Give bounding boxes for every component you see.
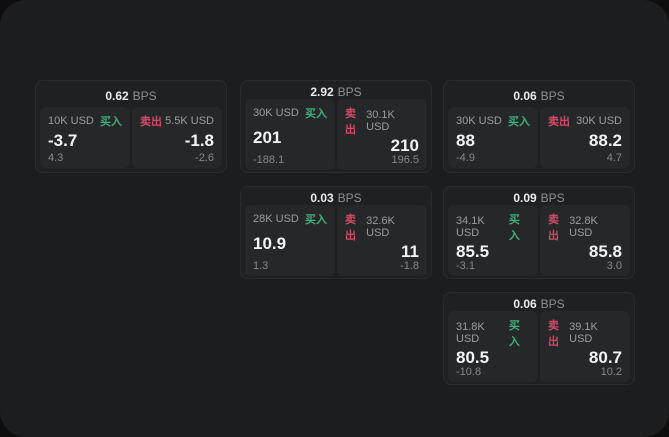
- sell-price: 80.7: [588, 348, 622, 367]
- buy-delta: 1.3: [253, 260, 269, 272]
- sell-delta: -1.8: [400, 260, 419, 272]
- sell-size: 30K USD: [576, 115, 622, 127]
- buy-size: 30K USD: [456, 115, 502, 127]
- card-header: 2.92 BPS: [245, 85, 427, 99]
- buy-size: 30K USD: [253, 107, 299, 119]
- buy-panel[interactable]: 10K USD 买入 -3.7 4.3: [40, 107, 130, 168]
- sell-price: 11: [401, 242, 419, 261]
- buy-side-label: 买入: [305, 214, 327, 226]
- bps-value: 0.06: [513, 297, 537, 311]
- quote-card-2: 2.92 BPS 30K USD 买入 201 -188.1 卖出 30.1K …: [240, 80, 432, 173]
- sell-panel[interactable]: 卖出 32.6K USD 11 -1.8: [337, 205, 427, 276]
- quote-panels: 30K USD 买入 201 -188.1 卖出 30.1K USD 210 1…: [245, 99, 427, 170]
- quote-card-6: 0.06 BPS 31.8K USD 买入 80.5 -10.8 卖出 39.1…: [443, 292, 635, 385]
- buy-panel[interactable]: 31.8K USD 买入 80.5 -10.8: [448, 311, 538, 382]
- sell-side-label: 卖出: [548, 320, 559, 348]
- bps-value: 0.06: [513, 89, 537, 103]
- sell-price: 85.8: [588, 242, 622, 261]
- sell-price: 210: [390, 136, 419, 155]
- quote-panels: 34.1K USD 买入 85.5 -3.1 卖出 32.8K USD 85.8…: [448, 205, 630, 276]
- bps-value: 0.03: [310, 191, 334, 205]
- bps-label: BPS: [540, 191, 565, 205]
- buy-price: 85.5: [456, 242, 490, 261]
- buy-side-label: 买入: [508, 214, 520, 242]
- quote-panels: 30K USD 买入 88 -4.9 卖出 30K USD 88.2 4.7: [448, 107, 630, 168]
- sell-delta: 10.2: [600, 366, 622, 378]
- sell-delta: 4.7: [606, 152, 622, 164]
- buy-price: 10.9: [253, 234, 287, 253]
- buy-delta: -10.8: [456, 366, 482, 378]
- quote-panels: 28K USD 买入 10.9 1.3 卖出 32.6K USD 11 -1.8: [245, 205, 427, 276]
- card-header: 0.62 BPS: [40, 85, 222, 107]
- buy-price: 80.5: [456, 348, 490, 367]
- quote-panels: 31.8K USD 买入 80.5 -10.8 卖出 39.1K USD 80.…: [448, 311, 630, 382]
- bps-label: BPS: [540, 297, 565, 311]
- bps-value: 0.62: [105, 89, 129, 103]
- sell-side-label: 卖出: [548, 116, 570, 128]
- buy-delta: -4.9: [456, 152, 475, 164]
- bps-label: BPS: [132, 89, 157, 103]
- sell-price: 88.2: [588, 131, 622, 150]
- sell-size: 32.6K USD: [366, 215, 395, 239]
- buy-panel[interactable]: 30K USD 买入 201 -188.1: [245, 99, 335, 170]
- sell-size: 30.1K USD: [366, 109, 395, 133]
- sell-side-label: 卖出: [345, 214, 356, 242]
- buy-size: 34.1K USD: [456, 215, 485, 239]
- buy-panel[interactable]: 34.1K USD 买入 85.5 -3.1: [448, 205, 538, 276]
- card-header: 0.06 BPS: [448, 297, 630, 311]
- buy-side-label: 买入: [508, 320, 520, 348]
- buy-size: 10K USD: [48, 115, 94, 127]
- buy-price: 201: [253, 128, 282, 147]
- sell-side-label: 卖出: [345, 108, 356, 136]
- bps-label: BPS: [540, 89, 565, 103]
- sell-panel[interactable]: 卖出 32.8K USD 85.8 3.0: [540, 205, 630, 276]
- sell-side-label: 卖出: [548, 214, 559, 242]
- sell-size: 5.5K USD: [165, 115, 214, 127]
- buy-side-label: 买入: [305, 108, 327, 120]
- quote-card-4: 0.03 BPS 28K USD 买入 10.9 1.3 卖出 32.6K US…: [240, 186, 432, 279]
- sell-panel[interactable]: 卖出 5.5K USD -1.8 -2.6: [132, 107, 222, 168]
- quote-panels: 10K USD 买入 -3.7 4.3 卖出 5.5K USD -1.8 -2.…: [40, 107, 222, 168]
- buy-delta: -3.1: [456, 260, 475, 272]
- card-header: 0.06 BPS: [448, 85, 630, 107]
- sell-panel[interactable]: 卖出 30K USD 88.2 4.7: [540, 107, 630, 168]
- buy-side-label: 买入: [100, 116, 122, 128]
- bps-value: 2.92: [310, 85, 334, 99]
- buy-delta: 4.3: [48, 152, 64, 164]
- sell-delta: 3.0: [606, 260, 622, 272]
- sell-panel[interactable]: 卖出 39.1K USD 80.7 10.2: [540, 311, 630, 382]
- buy-side-label: 买入: [508, 116, 530, 128]
- buy-price: 88: [456, 131, 475, 150]
- sell-size: 32.8K USD: [569, 215, 598, 239]
- buy-size: 31.8K USD: [456, 321, 485, 345]
- buy-panel[interactable]: 30K USD 买入 88 -4.9: [448, 107, 538, 168]
- bps-value: 0.09: [513, 191, 537, 205]
- bps-label: BPS: [337, 85, 362, 99]
- quote-card-1: 0.62 BPS 10K USD 买入 -3.7 4.3 卖出 5.5K USD…: [35, 80, 227, 173]
- card-header: 0.03 BPS: [245, 191, 427, 205]
- buy-price: -3.7: [48, 131, 78, 150]
- quote-card-5: 0.09 BPS 34.1K USD 买入 85.5 -3.1 卖出 32.8K…: [443, 186, 635, 279]
- sell-side-label: 卖出: [140, 116, 162, 128]
- sell-delta: -2.6: [195, 152, 214, 164]
- buy-size: 28K USD: [253, 213, 299, 225]
- sell-size: 39.1K USD: [569, 321, 598, 345]
- card-header: 0.09 BPS: [448, 191, 630, 205]
- sell-delta: 196.5: [391, 154, 419, 166]
- buy-delta: -188.1: [253, 154, 285, 166]
- bps-label: BPS: [337, 191, 362, 205]
- quote-card-3: 0.06 BPS 30K USD 买入 88 -4.9 卖出 30K USD 8…: [443, 80, 635, 173]
- buy-panel[interactable]: 28K USD 买入 10.9 1.3: [245, 205, 335, 276]
- sell-panel[interactable]: 卖出 30.1K USD 210 196.5: [337, 99, 427, 170]
- sell-price: -1.8: [184, 131, 214, 150]
